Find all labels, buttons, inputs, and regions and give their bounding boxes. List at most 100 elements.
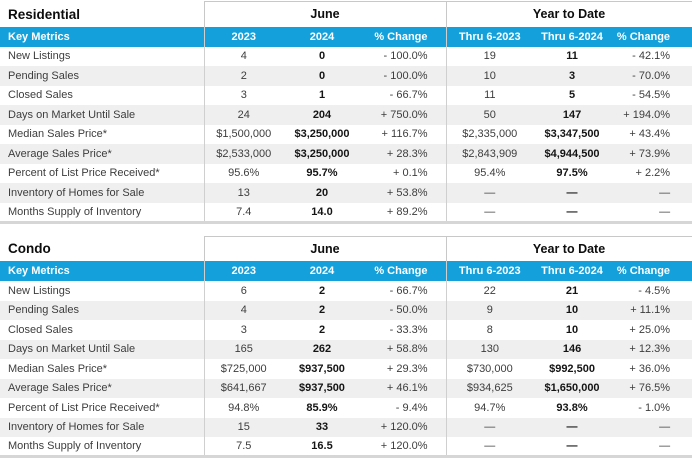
june-group-header: June — [203, 1, 447, 27]
table-row: Closed Sales 3 1 - 66.7% 11 5 - 54.5% — [0, 85, 692, 105]
ytd-group-header: Year to Date — [445, 1, 692, 27]
metric-name-cell: Pending Sales — [0, 66, 204, 86]
ytd-2024-cell: 11 — [566, 50, 578, 63]
table-title-row: Residential June Year to Date — [0, 1, 692, 27]
metric-name-cell: Median Sales Price* — [8, 128, 108, 141]
ytd-2024-cell: $4,944,500 — [533, 144, 612, 164]
june-change-cell: + 120.0% — [380, 440, 428, 452]
june-2023-cell: $641,667 — [203, 378, 283, 398]
table-row: Percent of List Price Received* 95.6% 95.7… — [0, 163, 692, 183]
ytd-change-cell: - 1.0% — [638, 401, 671, 414]
ytd-2023-cell: 22 — [445, 281, 534, 301]
ytd-2024-cell: 93.8% — [556, 401, 588, 414]
ytd-2024-cell: $1,650,000 — [533, 378, 612, 398]
ytd-change-cell: + 12.3% — [611, 339, 692, 359]
june-2024-header: 2024 — [283, 26, 361, 47]
june-2023-header: 2023 — [203, 26, 283, 47]
june-2023-cell: 13 — [203, 183, 283, 203]
june-2024-cell: 1 — [318, 89, 326, 102]
june-2023-cell: 3 — [203, 85, 283, 105]
ytd-2023-cell: 8 — [445, 320, 534, 340]
june-2023-cell: 2 — [203, 66, 283, 86]
ytd-change-cell: — — [611, 417, 692, 437]
ytd-2024-cell: 3 — [533, 66, 612, 86]
ytd-2024-header: Thru 6-2024 — [533, 261, 612, 281]
ytd-2023-cell: 50 — [445, 105, 534, 125]
june-change-cell: - 50.0% — [361, 300, 447, 320]
june-change-cell: + 116.7% — [381, 128, 428, 141]
ytd-change-cell: + 73.9% — [611, 144, 692, 164]
ytd-2024-cell: 21 — [565, 284, 579, 297]
ytd-2023-header: Thru 6-2023 — [445, 26, 534, 47]
table-row: Pending Sales 4 2- 50.0% 9 10 + 11.1% — [0, 300, 692, 320]
ytd-change-cell: + 194.0% — [611, 105, 692, 125]
june-2023-cell: 94.8% — [203, 398, 283, 418]
ytd-2023-cell: 95.4% — [445, 163, 534, 183]
june-change-cell: - 33.3% — [389, 323, 428, 336]
residential-table: Residential June Year to Date Key Metric… — [0, 1, 692, 224]
june-2023-cell: $2,533,000 — [203, 144, 283, 164]
june-2024-cell: 14.0 — [311, 205, 333, 218]
june-change-cell: + 28.3% — [361, 144, 447, 164]
june-2023-cell: 95.6% — [203, 163, 283, 183]
june-change-cell: + 0.1% — [392, 167, 428, 180]
ytd-change-cell: + 2.2% — [635, 167, 671, 180]
table-row: New Listings 4 0 - 100.0% 19 11 - 42.1% — [0, 46, 692, 66]
table-title-row: Condo June Year to Date — [0, 235, 692, 261]
june-2024-cell: 2 — [318, 323, 326, 336]
table-title: Residential — [8, 6, 81, 22]
ytd-2024-cell: 10 — [565, 323, 579, 336]
june-2023-cell: 4 — [203, 300, 283, 320]
june-change-cell: + 58.8% — [361, 339, 447, 359]
metric-name-cell: Closed Sales — [8, 323, 73, 336]
ytd-2023-cell: 94.7% — [445, 398, 534, 418]
june-change-cell: - 100.0% — [383, 50, 428, 63]
ytd-2024-cell: 146 — [533, 339, 612, 359]
metric-name-cell: Inventory of Homes for Sale — [0, 183, 204, 203]
ytd-2024-cell: $992,500 — [549, 362, 595, 375]
ytd-2023-cell: $934,625 — [445, 378, 534, 398]
june-2023-cell: 3 — [203, 320, 283, 340]
column-header-row: Key Metrics 2023 2024 % Change Thru 6-20… — [0, 261, 692, 281]
table-row: Inventory of Homes for Sale 13 20 + 53.8% — —… — [0, 183, 692, 203]
ytd-2024-header: Thru 6-2024 — [533, 26, 612, 47]
ytd-2023-cell: 130 — [445, 339, 534, 359]
june-change-cell: - 66.7% — [389, 89, 428, 102]
metric-name-cell: Average Sales Price* — [0, 144, 204, 164]
metric-name-cell: Closed Sales — [8, 89, 73, 102]
ytd-change-cell: - 4.5% — [638, 284, 671, 297]
june-change-cell: - 9.4% — [395, 401, 428, 414]
june-2024-cell: $3,250,000 — [283, 144, 361, 164]
june-2024-cell: $937,500 — [283, 378, 361, 398]
table-row: Median Sales Price* $1,500,000 $3,250,000 +… — [0, 124, 692, 144]
june-2023-cell: 6 — [203, 281, 283, 301]
table-body: New Listings 6 2- 66.7% 22 21- 4.5% Pending S… — [0, 281, 692, 457]
table-title: Condo — [8, 241, 51, 256]
june-change-cell: - 100.0% — [361, 66, 447, 86]
metric-name-cell: Percent of List Price Received* — [8, 167, 160, 180]
metric-name-cell: Percent of List Price Received* — [8, 401, 160, 414]
june-change-cell: + 89.2% — [386, 205, 428, 218]
metric-name-cell: Average Sales Price* — [0, 378, 204, 398]
ytd-change-cell: — — [611, 183, 692, 203]
ytd-2023-cell: $2,335,000 — [445, 124, 534, 144]
ytd-change-cell: + 11.1% — [611, 300, 692, 320]
table-row: Months Supply of Inventory 7.5 16.5 + 120.0… — [0, 437, 692, 457]
june-change-cell: + 120.0% — [361, 417, 447, 437]
condo-table: Condo June Year to Date Key Metrics 2023… — [0, 235, 692, 458]
table-row: Pending Sales 2 0- 100.0% 10 3- 70.0% — [0, 66, 692, 86]
ytd-2023-cell: — — [445, 417, 534, 437]
ytd-change-header: % Change — [611, 26, 692, 47]
ytd-change-cell: + 25.0% — [629, 323, 671, 336]
june-2023-cell: $1,500,000 — [203, 124, 283, 144]
june-2024-cell: 16.5 — [311, 440, 333, 452]
ytd-change-cell: - 70.0% — [611, 66, 692, 86]
june-2023-cell: 165 — [203, 339, 283, 359]
ytd-change-cell: + 36.0% — [629, 362, 671, 375]
metric-name-cell: New Listings — [8, 50, 71, 63]
june-2024-cell: 2 — [318, 284, 326, 297]
june-2023-cell: $725,000 — [203, 359, 283, 379]
june-2024-cell: 262 — [283, 339, 361, 359]
ytd-2023-cell: 11 — [445, 85, 534, 105]
june-2024-cell: 0 — [283, 66, 361, 86]
